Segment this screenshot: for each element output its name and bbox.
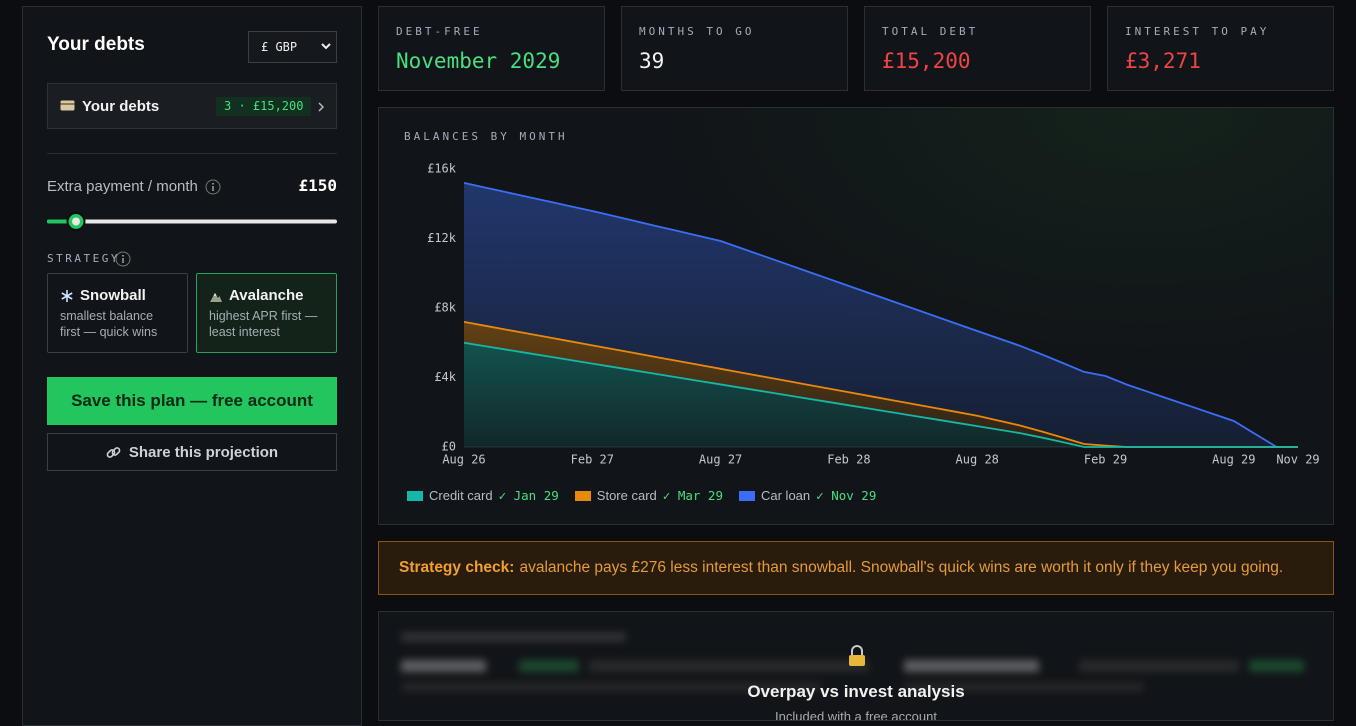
y-tick-label: £12k bbox=[427, 231, 457, 245]
link-icon bbox=[106, 446, 121, 458]
stat-label: DEBT-FREE bbox=[396, 25, 483, 38]
stat-label: INTEREST TO PAY bbox=[1125, 25, 1270, 38]
x-tick-label: Aug 27 bbox=[699, 453, 742, 467]
option-description: smallest balance first — quick wins bbox=[60, 309, 158, 339]
legend: Credit card ✓ Jan 29 Store card ✓ Mar 29 Car… bbox=[407, 488, 876, 503]
locked-subtitle: Included with a free account bbox=[775, 709, 937, 721]
payment-slider[interactable] bbox=[45, 211, 339, 233]
info-icon[interactable] bbox=[115, 251, 131, 267]
chevron-icon bbox=[321, 43, 331, 50]
chart-title: BALANCES BY MONTH bbox=[404, 130, 568, 143]
x-tick-label: Aug 28 bbox=[956, 453, 999, 467]
x-tick-label: Aug 26 bbox=[442, 453, 485, 467]
x-tick-label: Feb 29 bbox=[1084, 453, 1127, 467]
stat-value: 39 bbox=[639, 49, 665, 73]
stat-label: TOTAL DEBT bbox=[882, 25, 979, 38]
chart: BALANCES BY MONTH £0 £4k £8k £12k £16k Aug 26… bbox=[404, 130, 1320, 467]
legend-label: Credit card bbox=[429, 488, 493, 503]
stat-card: DEBT-FREE November 2029 bbox=[378, 6, 605, 91]
x-tick-label: Aug 29 bbox=[1212, 453, 1255, 467]
strategy-banner: Strategy check: avalanche pays £276 less … bbox=[378, 541, 1334, 595]
area bbox=[464, 342, 1298, 447]
stat-card: INTEREST TO PAY £3,271 bbox=[1107, 6, 1334, 91]
mountain-icon bbox=[210, 292, 222, 302]
line bbox=[463, 182, 1298, 448]
card-icon bbox=[60, 100, 75, 111]
legend-swatch bbox=[739, 490, 755, 501]
legend-payoff: ✓ Nov 29 bbox=[816, 488, 877, 503]
banner-label: Strategy check: bbox=[399, 559, 515, 576]
legend-label: Store card bbox=[596, 488, 657, 503]
stat-card: MONTHS TO GO 39 bbox=[621, 6, 848, 91]
debts-card-label: Your debts bbox=[82, 98, 160, 115]
debts-badge: 3 · £15,200 bbox=[216, 97, 312, 116]
legend-swatch bbox=[407, 490, 423, 501]
chart-card: BALANCES BY MONTH £0 £4k £8k £12k £16k Aug 26… bbox=[378, 107, 1334, 525]
y-tick-label: £4k bbox=[434, 370, 456, 384]
debts-card[interactable]: Your debts 3 · £15,200 bbox=[47, 83, 337, 129]
strategy-label: STRATEGY bbox=[47, 252, 120, 265]
chevron-right bbox=[318, 102, 324, 112]
stat-label: MONTHS TO GO bbox=[639, 25, 755, 38]
strategy-option[interactable]: Snowball smallest balance first — quick … bbox=[47, 273, 188, 353]
stat-card: TOTAL DEBT £15,200 bbox=[864, 6, 1091, 91]
option-name: Avalanche bbox=[229, 287, 304, 304]
legend-swatch bbox=[574, 490, 591, 501]
divider bbox=[47, 153, 337, 154]
share-label: Share this projection bbox=[128, 443, 279, 461]
option-description: highest APR first — least interest bbox=[209, 309, 318, 339]
y-tick-label: £8k bbox=[434, 301, 456, 315]
option-name: Snowball bbox=[80, 287, 146, 304]
stat-value: £3,271 bbox=[1125, 49, 1201, 73]
lock-icon bbox=[849, 645, 865, 666]
x-tick-label: Feb 28 bbox=[827, 453, 870, 467]
locked-title: Overpay vs invest analysis bbox=[747, 682, 965, 701]
stat-value: November 2029 bbox=[396, 49, 561, 73]
legend-item: Store card ✓ Mar 29 bbox=[574, 488, 723, 503]
x-tick-label: Feb 27 bbox=[571, 453, 614, 467]
snowflake-icon bbox=[61, 289, 73, 302]
banner-text: avalanche pays £276 less interest than s… bbox=[519, 559, 1284, 576]
share-button[interactable]: Share this projection bbox=[47, 433, 337, 471]
legend-item: Car loan ✓ Nov 29 bbox=[739, 488, 876, 503]
x-tick-label: Nov 29 bbox=[1276, 453, 1319, 467]
locked-panel: Overpay vs invest analysis Included with… bbox=[378, 611, 1334, 721]
currency-select[interactable]: £ GBP bbox=[248, 31, 337, 63]
legend-payoff: ✓ Jan 29 bbox=[498, 488, 559, 503]
line bbox=[463, 341, 1298, 448]
sidebar-title: Your debts bbox=[47, 34, 145, 55]
currency-value: £ GBP bbox=[261, 40, 298, 54]
area bbox=[464, 182, 1298, 447]
extra-payment-value: £150 bbox=[298, 176, 337, 195]
stat-value: £15,200 bbox=[882, 49, 971, 73]
strategy-option-selected[interactable]: Avalanche highest APR first — least inte… bbox=[196, 273, 337, 353]
legend-payoff: ✓ Mar 29 bbox=[662, 488, 723, 503]
y-tick-label: £0 bbox=[442, 440, 456, 454]
legend-label: Car loan bbox=[761, 488, 811, 503]
legend-item: Credit card ✓ Jan 29 bbox=[407, 488, 559, 503]
extra-payment-label: Extra payment / month bbox=[47, 178, 198, 195]
save-button[interactable]: Save this plan — free account bbox=[47, 377, 337, 425]
info-icon[interactable] bbox=[205, 179, 221, 195]
y-tick-label: £16k bbox=[427, 162, 457, 176]
